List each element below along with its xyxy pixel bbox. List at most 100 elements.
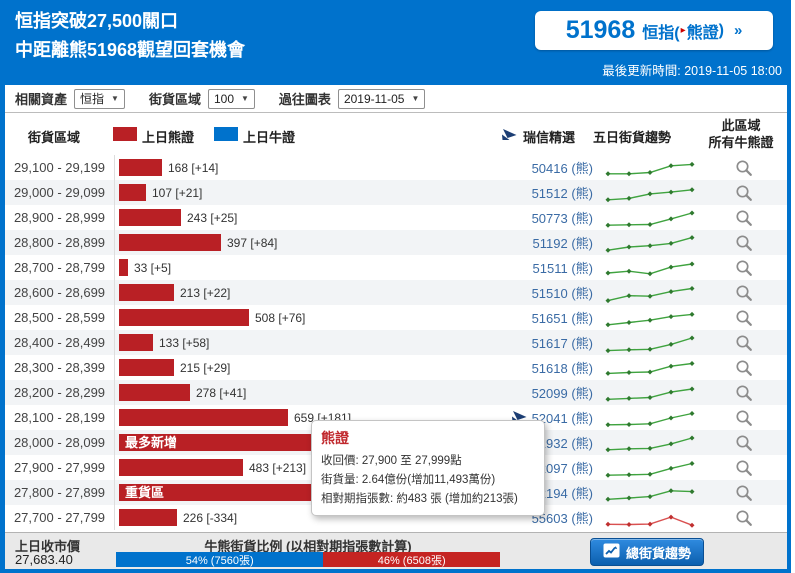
warrant-code-link[interactable]: 51651 (熊) [531,311,593,326]
bear-volume-bar: 最多新增 [119,434,319,451]
bar-annotation-label: 最多新增 [125,435,178,450]
bear-volume-bar [119,334,153,351]
prev-close-label: 上日收市價 [15,539,81,554]
bar-value-label: 278 [+41] [196,385,247,400]
credit-suisse-sail-icon [501,127,519,145]
table-row: 28,300 - 28,399 215 [+29] 51618 (熊) [5,355,787,380]
magnifier-icon[interactable] [701,334,787,352]
magnifier-icon[interactable] [701,384,787,402]
bull-legend-swatch [214,127,238,141]
table-row: 28,200 - 28,299 278 [+41] 52099 (熊) [5,380,787,405]
table-row: 28,400 - 28,499 133 [+58] 51617 (熊) [5,330,787,355]
magnifier-icon[interactable] [701,434,787,452]
warrant-code-link[interactable]: 51192 (熊) [532,236,593,251]
warrant-code-link[interactable]: 55603 (熊) [531,511,593,526]
outstanding-bar-cell: 278 [+41] [115,380,501,405]
warrant-code-link[interactable]: 1932 (熊) [538,436,593,451]
warrant-code-link[interactable]: 51511 (熊) [532,261,593,276]
bar-value-label: 168 [+14] [168,160,219,175]
bar-value-label: 397 [+84] [227,235,278,250]
price-range-label: 27,700 - 27,799 [5,505,115,530]
underlying-select[interactable]: 恒指 ▼ [74,88,125,109]
price-range-label: 28,400 - 28,499 [5,330,115,355]
price-range-label: 28,300 - 28,399 [5,355,115,380]
warrant-code-link[interactable]: 51617 (熊) [531,336,593,351]
chevron-down-icon: ▼ [411,94,420,103]
warrant-code-cell: 51618 (熊) [501,358,593,377]
magnifier-icon[interactable] [701,409,787,427]
warrant-code-link[interactable]: 50773 (熊) [531,211,593,226]
bear-volume-bar: 重貨區 [119,484,319,501]
warrant-code-link[interactable]: 52041 (熊) [531,411,593,426]
bear-volume-bar [119,284,174,301]
bear-legend-label: 上日熊證 [142,130,195,145]
warrant-code-link[interactable]: 51618 (熊) [531,361,593,376]
magnifier-icon[interactable] [701,509,787,527]
magnifier-icon[interactable] [701,359,787,377]
bar-value-label: 508 [+76] [255,310,306,325]
magnifier-icon[interactable] [701,309,787,327]
page-title: 恒指突破27,500關口 中距離熊51968觀望回套機會 [15,7,245,65]
tooltip-outstanding: 街貨量: 2.64億份(增加11,493萬份) [321,473,496,486]
red-marker-icon: ▸ [680,25,686,36]
outstanding-bar-cell: 213 [+22] [115,280,501,305]
bar-value-label: 107 [+21] [152,185,203,200]
magnifier-icon[interactable] [701,184,787,202]
bar-value-label: 133 [+58] [159,335,210,350]
line-chart-icon [603,543,620,561]
warrant-code-link[interactable]: 2194 (熊) [538,486,593,501]
magnifier-icon[interactable] [701,484,787,502]
warrant-code-cell: 2194 (熊) [501,483,593,502]
bear-volume-bar [119,234,221,251]
magnifier-icon[interactable] [701,209,787,227]
warrant-code-link[interactable]: 50416 (熊) [531,161,593,176]
five-day-trend-sparkline [593,231,701,255]
warrant-code-cell: 51651 (熊) [501,308,593,327]
five-day-trend-sparkline [593,406,701,430]
five-day-trend-sparkline [593,281,701,305]
warrant-code-link[interactable]: 51512 (熊) [531,186,593,201]
magnifier-icon[interactable] [701,284,787,302]
outstanding-bar-cell: 215 [+29] [115,355,501,380]
bear-volume-bar [119,309,249,326]
magnifier-icon[interactable] [701,159,787,177]
total-outstanding-trend-button[interactable]: 總街貨趨勢 [590,538,704,566]
warrant-code-link[interactable]: 52099 (熊) [531,386,593,401]
price-range-label: 28,800 - 28,899 [5,230,115,255]
ratio-title: 牛熊街貨比例 (以相對期指張數計算) [204,539,412,554]
filter-underlying: 相關資產 恒指 ▼ [15,88,125,109]
warrant-code-cell: 2097 (熊) [501,458,593,477]
bar-value-label: 243 [+25] [187,210,238,225]
bear-ratio-segment: 46% (6508張) [323,552,500,567]
zone-select[interactable]: 100 ▼ [207,88,255,109]
warrant-code-cell: 52099 (熊) [501,383,593,402]
tooltip-title: 熊證 [321,430,349,446]
bear-volume-bar [119,209,181,226]
bull-legend-label: 上日牛證 [243,130,296,145]
bear-volume-bar [119,509,177,526]
bear-volume-bar [119,159,162,176]
magnifier-icon[interactable] [701,459,787,477]
chevron-down-icon: ▼ [111,94,119,103]
bar-value-label: 33 [+5] [134,260,172,275]
outstanding-bar-cell: 483 [+213] [115,455,501,480]
featured-warrant-button[interactable]: 51968 恒指(▸ 熊證) » [535,11,773,50]
footer-bar: 上日收市價 27,683.40 牛熊街貨比例 (以相對期指張數計算) 54% (… [5,532,787,569]
price-range-label: 28,100 - 28,199 [5,405,115,430]
magnifier-icon[interactable] [701,259,787,277]
five-day-trend-sparkline [593,431,701,455]
chevron-more-icon: » [733,22,743,39]
warrant-code-cell: 1932 (熊) [501,433,593,452]
warrant-code-cell: 55603 (熊) [501,508,593,527]
bear-volume-bar [119,359,174,376]
warrant-code-link[interactable]: 51510 (熊) [531,286,593,301]
page-header: 恒指突破27,500關口 中距離熊51968觀望回套機會 51968 恒指(▸ 熊… [5,0,787,85]
bull-ratio-segment: 54% (7560張) [116,552,324,567]
warrant-code-link[interactable]: 2097 (熊) [538,461,593,476]
five-day-trend-sparkline [593,356,701,380]
history-date-select[interactable]: 2019-11-05 ▼ [337,88,426,109]
magnifier-icon[interactable] [701,234,787,252]
five-day-trend-sparkline [593,381,701,405]
bull-bear-ratio-bar: 54% (7560張) 46% (6508張) [116,552,500,567]
